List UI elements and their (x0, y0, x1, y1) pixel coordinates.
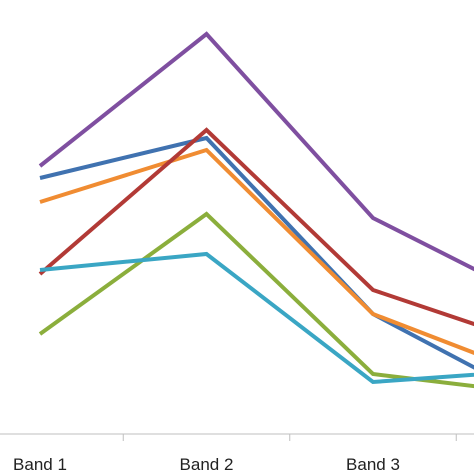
x-tick-label: Band 2 (180, 455, 234, 474)
x-tick-label: Band 3 (346, 455, 400, 474)
series-line-1 (38, 31, 474, 272)
x-tick-label: Band 1 (13, 455, 67, 474)
series-layer (38, 31, 474, 389)
series-line-6 (39, 251, 474, 385)
series-line-2 (39, 135, 474, 370)
x-axis-ticks (122, 434, 457, 441)
series-line-4 (38, 127, 474, 327)
series-line-5 (38, 211, 474, 389)
series-line-3 (39, 147, 474, 355)
